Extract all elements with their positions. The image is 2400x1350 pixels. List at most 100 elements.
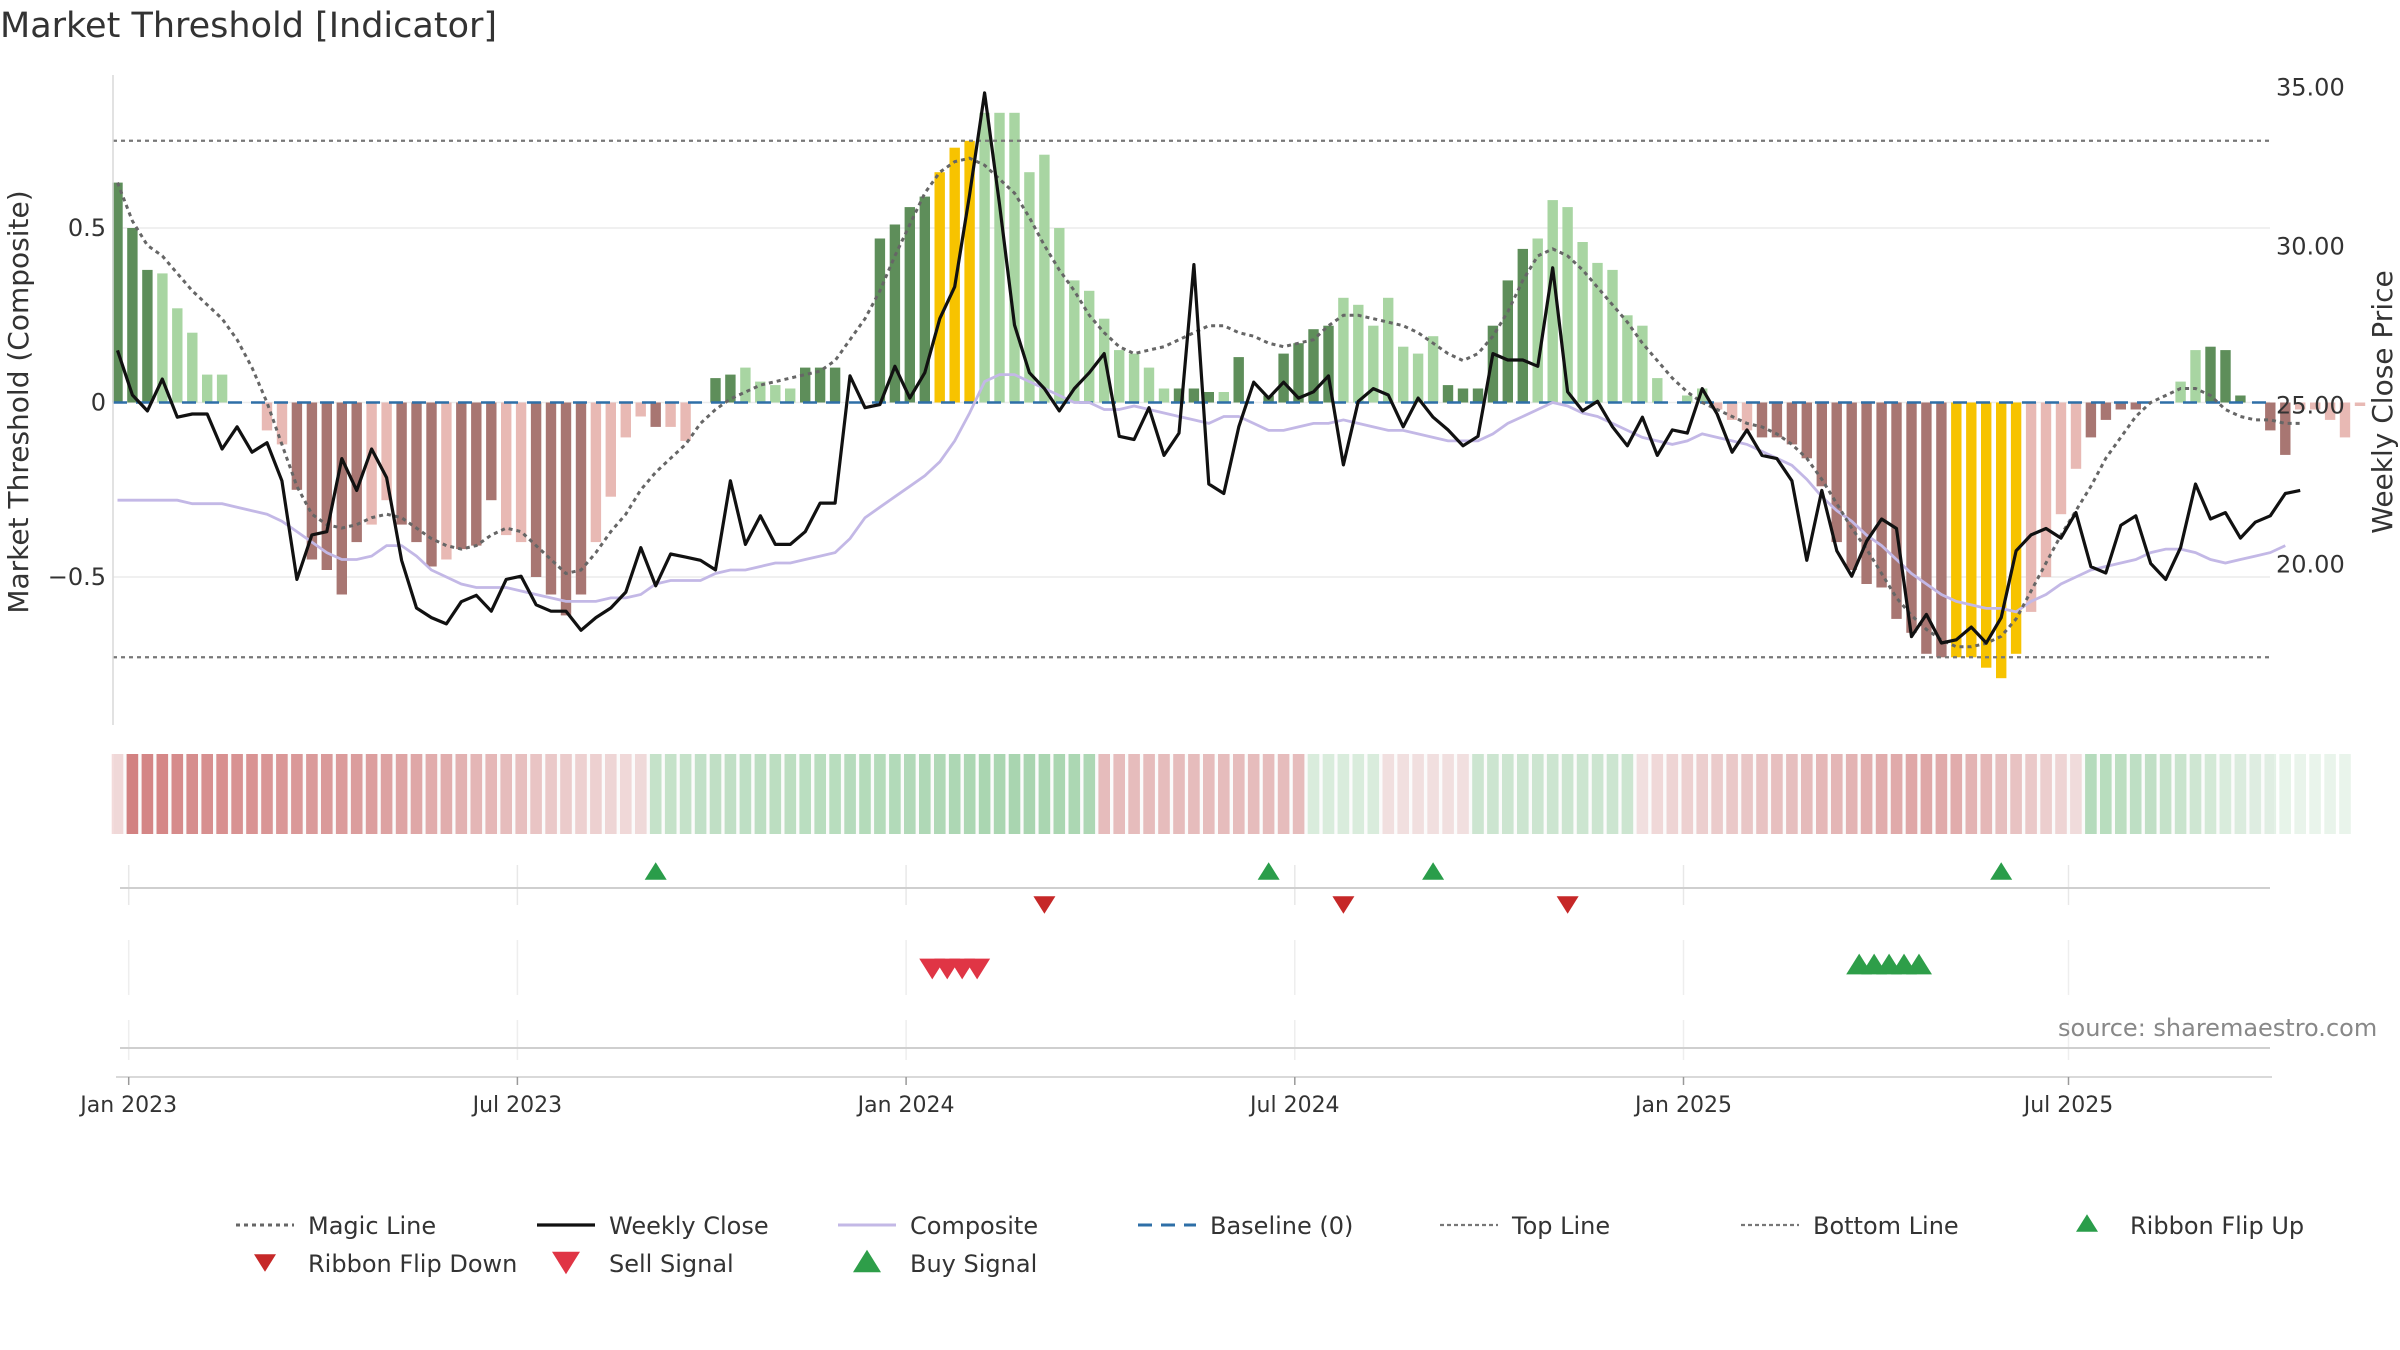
- y-right-tick-label: 25.00: [2276, 392, 2345, 420]
- ribbon-cell: [1845, 754, 1858, 834]
- composite-bar: [127, 228, 138, 403]
- composite-bar: [2235, 395, 2246, 403]
- ribbon-cell: [1277, 754, 1290, 834]
- ribbon-cell: [978, 754, 991, 834]
- ribbon-cell: [2339, 754, 2351, 834]
- composite-bar: [1203, 392, 1214, 403]
- ribbon-cell: [261, 754, 273, 834]
- ribbon-cell: [1711, 754, 1723, 834]
- ribbon-cell: [1038, 754, 1051, 834]
- ribbon-cell: [141, 754, 154, 834]
- ribbon-cell: [1741, 754, 1753, 834]
- legend-item: Ribbon Flip Up: [2076, 1212, 2304, 1240]
- ribbon-cell: [186, 754, 198, 834]
- y-right-tick-label: 20.00: [2276, 551, 2345, 579]
- ribbon-cell: [1801, 754, 1813, 834]
- composite-bar: [1816, 402, 1827, 487]
- ribbon-cell: [1965, 754, 1978, 834]
- composite-bar: [1398, 346, 1409, 403]
- composite-bar: [575, 402, 587, 595]
- composite-bar: [889, 224, 901, 403]
- composite-bar: [919, 196, 930, 403]
- y-right-tick-label: 30.00: [2276, 233, 2345, 261]
- ribbon-cell: [993, 754, 1006, 834]
- composite-bar: [291, 402, 303, 490]
- legend-item: Weekly Close: [537, 1212, 769, 1240]
- ribbon-cell: [1771, 754, 1783, 834]
- ribbon-cell: [1666, 754, 1679, 834]
- composite-bar: [2220, 350, 2231, 403]
- ribbon-cell: [1203, 754, 1215, 834]
- composite-bar: [2100, 402, 2112, 420]
- composite-bar: [1966, 402, 1977, 658]
- ribbon-cell: [2189, 754, 2202, 834]
- composite-bar: [1218, 392, 1229, 403]
- composite-bar: [1084, 290, 1095, 403]
- composite-bar: [1517, 248, 1528, 403]
- ribbon-cell: [2100, 754, 2112, 834]
- ribbon-cell: [1098, 754, 1110, 834]
- legend-label: Baseline (0): [1210, 1212, 1353, 1240]
- ribbon-flip-down-marker: [1033, 896, 1056, 914]
- ribbon-cell: [963, 754, 976, 834]
- ribbon-cell: [1606, 754, 1619, 834]
- x-tick-label: Jan 2024: [856, 1093, 955, 1118]
- composite-bar: [1293, 343, 1304, 403]
- composite-bar: [2115, 402, 2126, 410]
- ribbon-cell: [1726, 754, 1738, 834]
- composite-bar: [1308, 329, 1319, 403]
- composite-bar: [1592, 262, 1603, 403]
- composite-bar: [800, 367, 811, 403]
- ribbon-cell: [2234, 754, 2247, 834]
- ribbon-cell: [948, 754, 961, 834]
- ribbon-cell: [1113, 754, 1125, 834]
- composite-bar: [515, 402, 527, 543]
- legend-item: Magic Line: [236, 1212, 436, 1240]
- composite-bar: [590, 402, 602, 543]
- y-left-axis-label: Market Threshold (Composite): [2, 190, 35, 613]
- ribbon-cell: [126, 754, 139, 834]
- ribbon-cell: [784, 754, 797, 834]
- composite-bar: [934, 172, 945, 403]
- legend-label: Composite: [910, 1212, 1038, 1240]
- legend-item: Buy Signal: [853, 1249, 1037, 1278]
- composite-bar: [2295, 402, 2306, 410]
- ribbon-cell: [2129, 754, 2142, 834]
- ribbon-cell: [874, 754, 886, 834]
- ribbon-cell: [1576, 754, 1589, 834]
- composite-bar: [366, 402, 377, 525]
- composite-bar: [1054, 228, 1065, 403]
- composite-line: [117, 373, 2286, 614]
- chart-title: Market Threshold [Indicator]: [0, 6, 498, 46]
- ribbon-cell: [649, 754, 662, 834]
- composite-bar: [680, 402, 691, 441]
- composite-bar: [426, 402, 437, 567]
- composite-bar: [710, 378, 721, 403]
- ribbon-flip-down-marker: [1332, 896, 1355, 914]
- ribbon-cell: [1053, 754, 1066, 834]
- ribbon-cell: [410, 754, 423, 834]
- ribbon-cell: [2264, 754, 2277, 834]
- triangle-up-icon: [2076, 1214, 2098, 1232]
- composite-bar: [770, 385, 781, 403]
- composite-bar: [1801, 402, 1812, 459]
- composite-bar: [261, 402, 273, 431]
- composite-bar: [1981, 402, 1992, 668]
- buy-signal-marker: [1905, 953, 1932, 975]
- ribbon-cell: [1831, 754, 1843, 834]
- ribbon-cell: [1816, 754, 1828, 834]
- composite-bar: [471, 402, 482, 546]
- composite-bar: [874, 238, 886, 403]
- ribbon-cell: [2144, 754, 2157, 834]
- composite-bar: [2280, 402, 2291, 455]
- ribbon-cell: [739, 754, 752, 834]
- ribbon-cell: [2249, 754, 2262, 834]
- legend-label: Weekly Close: [609, 1212, 769, 1240]
- ribbon-flip-down-marker: [1556, 896, 1579, 914]
- composite-bar: [1188, 388, 1200, 403]
- ribbon-cell: [2324, 754, 2336, 834]
- y-left-tick-label: −0.5: [48, 563, 106, 591]
- ribbon-cell: [1173, 754, 1185, 834]
- ribbon-cell: [829, 754, 841, 834]
- composite-bar: [949, 147, 960, 403]
